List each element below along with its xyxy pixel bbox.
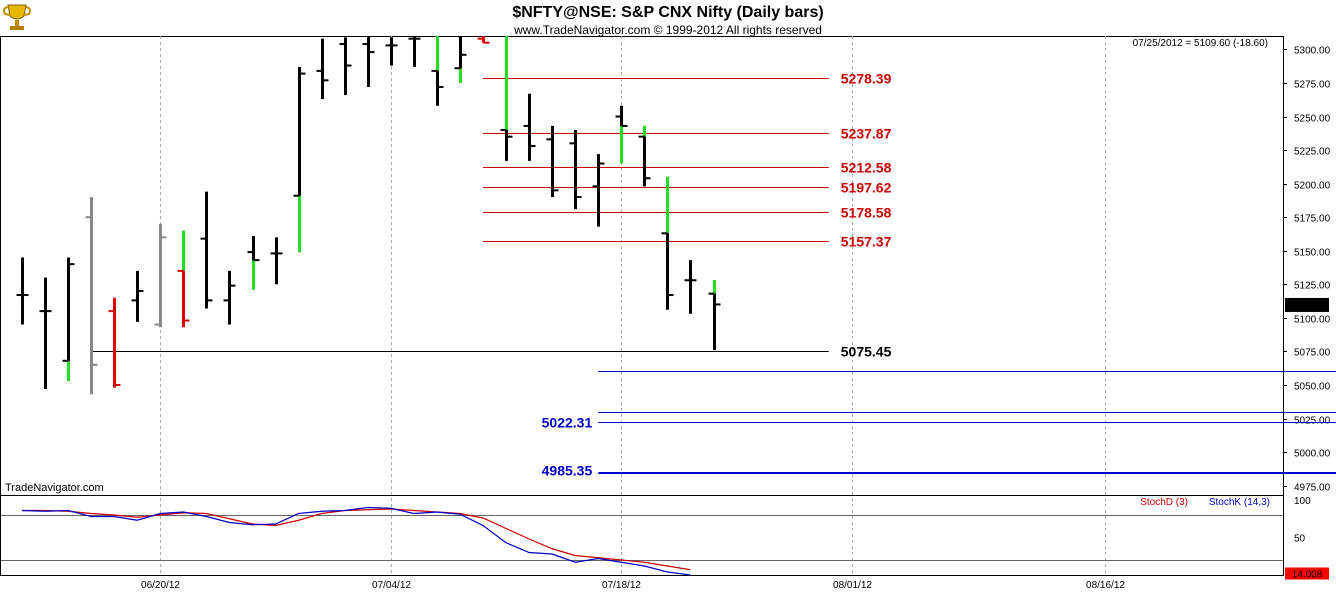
x-tick-label: 08/01/12 [833, 580, 872, 591]
ohlc-bar [546, 125, 559, 198]
y-tick-label: 5075.00 [1294, 348, 1331, 359]
y-tick-label: 5225.00 [1294, 147, 1331, 158]
price-panel-frame [0, 36, 1284, 496]
ohlc-bar [477, 36, 490, 44]
level-label: 5157.37 [841, 234, 892, 250]
stoch-last-value-box [1285, 567, 1329, 580]
stoch-panel-frame [0, 495, 1284, 576]
y-tick-label: 5125.00 [1294, 281, 1331, 292]
logo [3, 4, 31, 30]
level-label: 5197.62 [841, 180, 892, 196]
y-tick-label: 5300.00 [1294, 46, 1331, 57]
trophy-icon [3, 4, 31, 30]
ohlc-bar [592, 154, 605, 227]
ohlc-bar [638, 125, 651, 187]
y-tick-label: 5150.00 [1294, 248, 1331, 259]
y-tick-label: 5000.00 [1294, 449, 1331, 460]
grid-lines [160, 36, 1106, 575]
stoch-last-value-label: 14.008 [1292, 570, 1323, 581]
x-tick-label: 08/16/12 [1086, 580, 1125, 591]
stochastic-panel: 100 50 14.008 [1, 496, 1329, 581]
y-tick-label: 5100.00 [1294, 315, 1331, 326]
level-label: 5237.87 [841, 126, 892, 142]
ohlc-bar [339, 37, 352, 96]
stochd-legend: StochD (3) [1140, 497, 1188, 508]
ohlc-bar [131, 270, 144, 322]
ohlc-bar [270, 237, 283, 285]
ohlc-bar [85, 197, 98, 395]
ohlc-bar [200, 191, 213, 309]
x-tick-label: 07/04/12 [372, 580, 411, 591]
stoch-series-line [21, 506, 691, 576]
level-label: 5075.45 [841, 344, 892, 360]
ohlc-bar [408, 36, 421, 67]
ohlc-bar [523, 93, 536, 161]
stoch-y-tick-label: 50 [1294, 534, 1306, 545]
y-tick-label: 5050.00 [1294, 382, 1331, 393]
ohlc-bar [431, 36, 444, 106]
ohlc-bar [62, 257, 75, 381]
price-bars [16, 36, 721, 395]
watermark-text: TradeNavigator.com [5, 482, 104, 494]
y-tick-label: 4975.00 [1294, 483, 1331, 494]
level-label: 4985.35 [542, 463, 593, 479]
last-price-box [1285, 297, 1329, 312]
level-label: 5022.31 [542, 415, 593, 431]
y-tick-label: 5025.00 [1294, 416, 1331, 427]
ohlc-bar [615, 105, 628, 164]
ohlc-bar [39, 277, 52, 389]
y-tick-label: 5200.00 [1294, 181, 1331, 192]
date-axis: 06/20/12 07/04/12 07/18/12 08/01/12 08/16/12 [141, 580, 1125, 591]
ohlc-bar [454, 36, 467, 83]
ohlc-bar [684, 260, 697, 314]
ohlc-bar [661, 176, 674, 310]
ohlc-bar [316, 38, 329, 100]
chart-title: $NFTY@NSE: S&P CNX Nifty (Daily bars) [512, 4, 823, 21]
ohlc-bar [293, 66, 306, 253]
stoch-y-tick-label: 100 [1294, 496, 1311, 507]
ohlc-bar [16, 257, 29, 325]
price-axis: 5300.00 5275.00 5250.00 5225.00 5200.00 5175.… [1283, 46, 1331, 494]
level-label: 5278.39 [841, 71, 892, 87]
ohlc-bar [177, 230, 190, 328]
ohlc-bar [154, 223, 167, 328]
stoch-series-line [22, 508, 691, 571]
ohlc-bar [708, 280, 721, 351]
stochk-legend: StochK (14,3) [1209, 497, 1270, 508]
level-label: 5212.58 [841, 160, 892, 176]
last-quote-label: 07/25/2012 = 5109.60 (-18.60) [1133, 38, 1268, 49]
ohlc-bar [247, 235, 260, 290]
y-tick-label: 5275.00 [1294, 80, 1331, 91]
fibonacci-levels: 5278.39 5237.87 5212.58 5197.62 5178.58 5157.… [91, 71, 1336, 479]
ohlc-bar [223, 270, 236, 325]
ohlc-bar [362, 36, 375, 87]
y-tick-label: 5175.00 [1294, 214, 1331, 225]
last-price-label: 5109.60 [1289, 301, 1326, 312]
copyright-text: www.TradeNavigator.com © 1999-2012 All r… [513, 23, 822, 37]
ohlc-bar [500, 36, 513, 161]
x-tick-label: 07/18/12 [602, 580, 641, 591]
y-tick-label: 5250.00 [1294, 114, 1331, 125]
ohlc-bar [108, 297, 121, 388]
ohlc-bar [385, 37, 398, 66]
level-label: 5178.58 [841, 205, 892, 221]
ohlc-bar [569, 129, 582, 210]
x-tick-label: 06/20/12 [141, 580, 180, 591]
